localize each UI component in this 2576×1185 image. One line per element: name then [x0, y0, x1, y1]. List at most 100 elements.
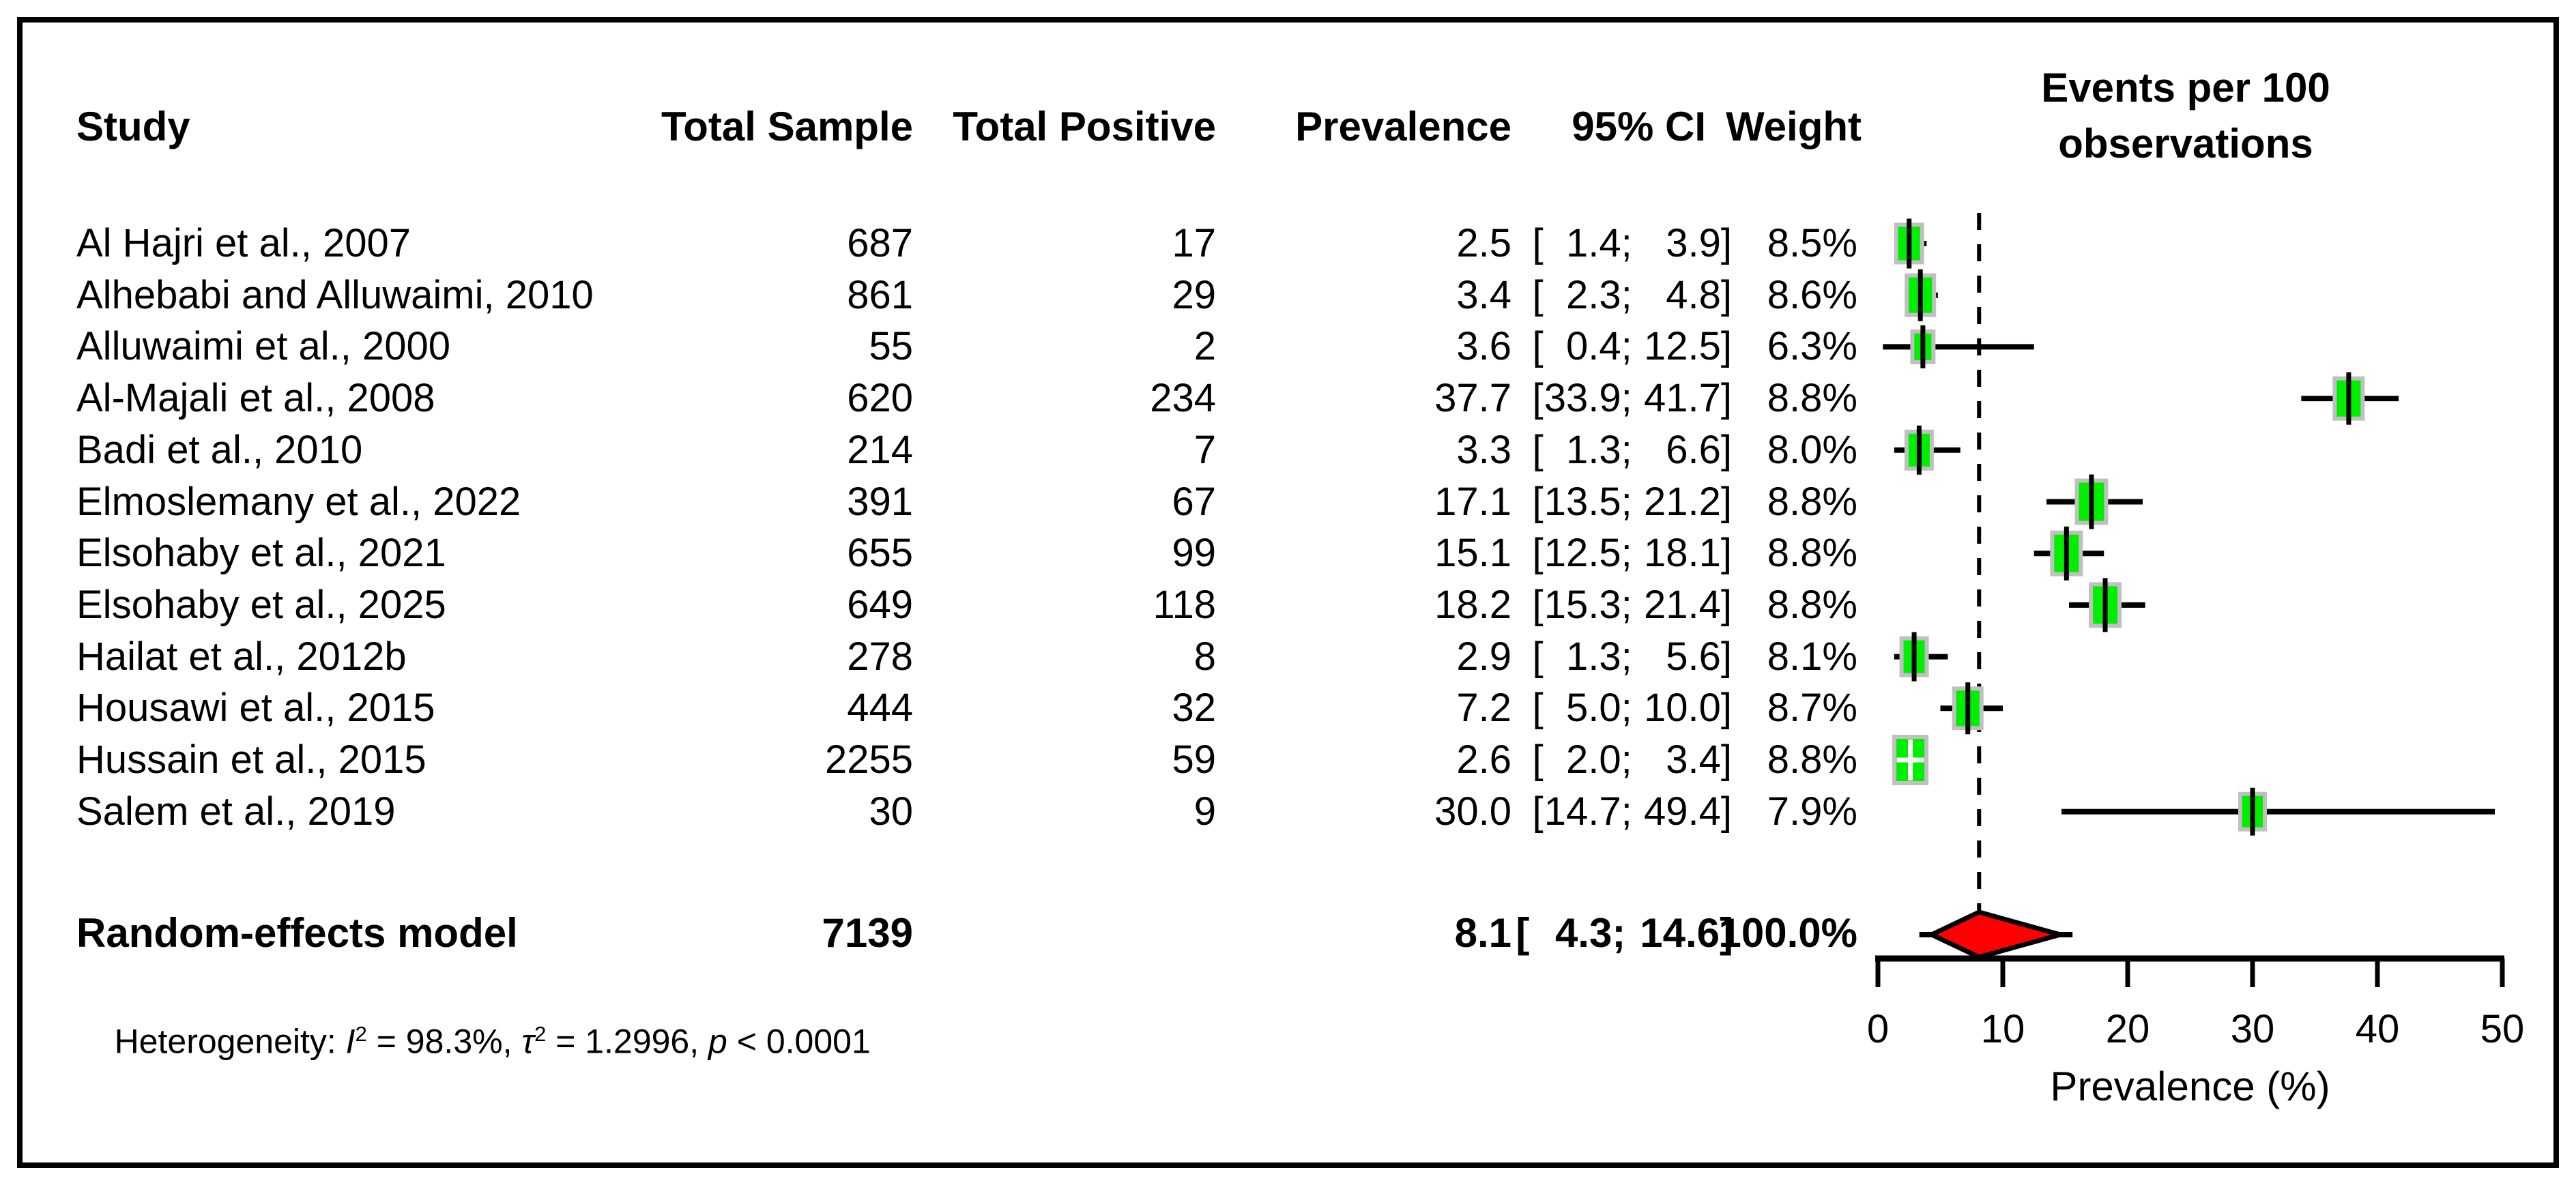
ci-close-bracket: ]	[1720, 686, 1732, 730]
ci-value: [0.4; 12.5]	[1479, 322, 1732, 371]
prevalence-value: 2.6	[1456, 737, 1511, 782]
prevalence-value: 3.6	[1456, 324, 1511, 368]
ci-lower: 4.3	[1554, 910, 1612, 956]
weight-value: 8.8%	[1767, 737, 1857, 782]
ci-close-bracket: ]	[1720, 480, 1732, 524]
ci-value: [33.9; 41.7]	[1479, 374, 1732, 423]
total-positive-value: 2	[1193, 324, 1216, 368]
ci-upper: 12.5	[1643, 324, 1721, 368]
total-sample-value: 444	[847, 686, 913, 730]
ci-upper: 5.6	[1666, 634, 1721, 679]
prevalence-value: 37.7	[1434, 376, 1511, 420]
ci-value: [1.4; 3.9]	[1479, 219, 1732, 268]
ci-separator: ;	[1621, 531, 1643, 575]
total-row-label: Random-effects model	[76, 910, 518, 956]
ci-close-bracket: ]	[1720, 428, 1732, 472]
ci-value: [2.0; 3.4]	[1479, 735, 1732, 785]
header-95ci: 95% CI	[1572, 104, 1706, 149]
ci-upper: 49.4	[1643, 789, 1721, 834]
ci-upper: 14.6	[1640, 910, 1720, 956]
weight-value: 8.8%	[1767, 376, 1857, 420]
ci-close-bracket: ]	[1720, 634, 1732, 679]
total-sample-value: 649	[847, 583, 913, 627]
ci-upper: 18.1	[1643, 531, 1721, 575]
total-sample-value: 30	[869, 789, 913, 834]
ci-lower: 2.3	[1566, 273, 1621, 317]
total-positive-value: 32	[1172, 686, 1216, 730]
ci-open-bracket: [	[1532, 789, 1544, 834]
total-positive-value: 67	[1172, 480, 1216, 524]
total-sample-value: 687	[847, 221, 913, 265]
ci-separator: ;	[1621, 583, 1643, 627]
ci-close-bracket: ]	[1720, 737, 1732, 782]
header-total-sample: Total Sample	[661, 104, 913, 149]
ci-separator: ;	[1621, 737, 1643, 782]
total-sample-value: 214	[847, 428, 913, 472]
ci-open-bracket: [	[1532, 221, 1544, 265]
ci-value: [15.3; 21.4]	[1479, 581, 1732, 630]
prevalence-value: 15.1	[1434, 531, 1511, 575]
total-sample-value: 861	[847, 273, 913, 317]
total-positive-value: 59	[1172, 737, 1216, 782]
total-positive-value: 29	[1172, 273, 1216, 317]
ci-close-bracket: ]	[1720, 789, 1732, 834]
total-positive-value: 234	[1150, 376, 1216, 420]
total-sample-value: 391	[847, 480, 913, 524]
study-name: Alhebabi and Alluwaimi, 2010	[76, 273, 594, 317]
het-tau-symbol: τ	[521, 1022, 535, 1061]
ci-separator: ;	[1621, 634, 1643, 679]
ci-open-bracket: [	[1532, 376, 1544, 420]
total-sample-total: 7139	[822, 910, 913, 956]
ci-close-bracket: ]	[1720, 910, 1733, 956]
total-weight: 100.0%	[1718, 910, 1858, 956]
het-i-sup: 2	[355, 1022, 367, 1046]
total-sample-value: 2255	[824, 737, 913, 782]
total-sample-value: 278	[847, 634, 913, 679]
ci-lower: 0.4	[1566, 324, 1621, 368]
weight-value: 8.8%	[1767, 480, 1857, 524]
het-i2-value: = 98.3%,	[366, 1022, 522, 1061]
header-study: Study	[76, 104, 190, 149]
ci-upper: 21.2	[1643, 480, 1721, 524]
header-plot-title-line1: Events per 100	[2041, 65, 2330, 111]
study-name: Al-Majali et al., 2008	[76, 376, 435, 420]
ci-separator: ;	[1621, 324, 1643, 368]
ci-value: [5.0; 10.0]	[1479, 684, 1732, 733]
ci-lower: 5.0	[1566, 686, 1621, 730]
total-sample-value: 655	[847, 531, 913, 575]
total-ci: [4.3; 14.6]	[1479, 909, 1733, 958]
prevalence-value: 17.1	[1434, 480, 1511, 524]
ci-open-bracket: [	[1516, 910, 1530, 956]
weight-value: 8.5%	[1767, 221, 1857, 265]
ci-open-bracket: [	[1532, 273, 1544, 317]
study-name: Badi et al., 2010	[76, 428, 363, 472]
ci-open-bracket: [	[1532, 428, 1544, 472]
ci-close-bracket: ]	[1720, 583, 1732, 627]
total-positive-value: 17	[1172, 221, 1216, 265]
ci-separator: ;	[1621, 789, 1643, 834]
x-axis-tick-label: 10	[1981, 1007, 2025, 1051]
ci-lower: 1.3	[1566, 428, 1621, 472]
ci-lower: 2.0	[1566, 737, 1621, 782]
weight-value: 8.1%	[1767, 634, 1857, 679]
ci-value: [13.5; 21.2]	[1479, 478, 1732, 527]
ci-close-bracket: ]	[1720, 376, 1732, 420]
weight-value: 8.7%	[1767, 686, 1857, 730]
ci-close-bracket: ]	[1720, 324, 1732, 368]
study-name: Elsohaby et al., 2025	[76, 583, 446, 627]
x-axis-tick-label: 20	[2106, 1007, 2150, 1051]
weight-value: 8.8%	[1767, 531, 1857, 575]
total-positive-value: 8	[1193, 634, 1216, 679]
x-axis-tick-label: 50	[2480, 1007, 2525, 1051]
study-name: Elmoslemany et al., 2022	[76, 480, 521, 524]
ci-separator: ;	[1621, 480, 1643, 524]
ci-close-bracket: ]	[1720, 273, 1732, 317]
weight-value: 8.8%	[1767, 583, 1857, 627]
het-i-symbol: I	[345, 1022, 356, 1061]
x-axis-tick-label: 30	[2231, 1007, 2275, 1051]
ci-lower: 12.5	[1544, 531, 1621, 575]
ci-value: [12.5; 18.1]	[1479, 529, 1732, 578]
ci-separator: ;	[1621, 686, 1643, 730]
